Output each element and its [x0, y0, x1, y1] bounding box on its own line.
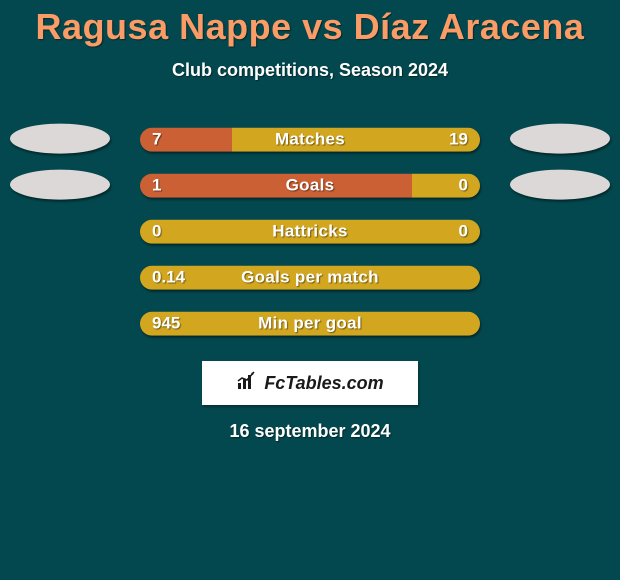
brand-label: FcTables.com — [264, 373, 383, 394]
stat-label: Min per goal — [140, 312, 480, 336]
stat-bar: 945Min per goal — [140, 312, 480, 336]
stat-bar: 719Matches — [140, 128, 480, 152]
stat-label: Goals — [140, 174, 480, 198]
brand-box[interactable]: FcTables.com — [202, 361, 418, 405]
player-ellipse-right — [510, 170, 610, 200]
stat-label: Matches — [140, 128, 480, 152]
player-ellipse-left — [10, 170, 110, 200]
stat-bar: 0.14Goals per match — [140, 266, 480, 290]
page-title: Ragusa Nappe vs Díaz Aracena — [0, 0, 620, 48]
stat-label: Goals per match — [140, 266, 480, 290]
stat-row: 0.14Goals per match — [0, 259, 620, 305]
stat-label: Hattricks — [140, 220, 480, 244]
page-subtitle: Club competitions, Season 2024 — [0, 60, 620, 81]
date-label: 16 september 2024 — [0, 421, 620, 442]
stat-row: 10Goals — [0, 167, 620, 213]
stat-row: 719Matches — [0, 121, 620, 167]
stat-row: 945Min per goal — [0, 305, 620, 351]
chart-icon — [236, 371, 258, 396]
stat-row: 00Hattricks — [0, 213, 620, 259]
stat-bar: 00Hattricks — [140, 220, 480, 244]
player-ellipse-left — [10, 124, 110, 154]
stat-bar: 10Goals — [140, 174, 480, 198]
player-ellipse-right — [510, 124, 610, 154]
stats-rows: 719Matches 10Goals 00Hattricks 0.14Goals pe… — [0, 121, 620, 351]
